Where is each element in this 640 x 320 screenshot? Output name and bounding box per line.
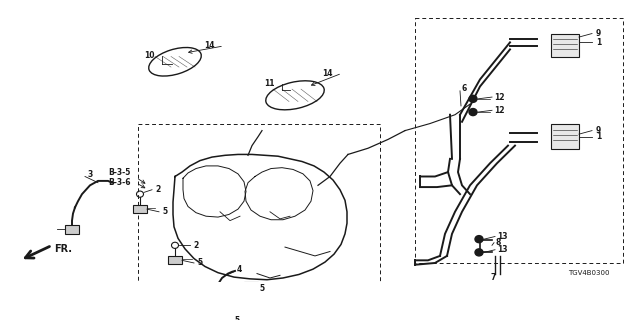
Bar (168, 256, 182, 264)
Text: 14: 14 (204, 41, 214, 50)
Text: 10: 10 (144, 51, 154, 60)
Text: 1: 1 (596, 132, 601, 141)
Text: 2: 2 (155, 185, 160, 194)
Text: 6: 6 (462, 84, 467, 93)
Text: 9: 9 (596, 29, 601, 38)
Text: 14: 14 (322, 69, 333, 78)
Text: 5: 5 (259, 284, 264, 293)
Text: 5: 5 (197, 259, 202, 268)
Bar (138, 124, 380, 320)
Text: 5: 5 (234, 316, 239, 320)
Bar (551, 124, 579, 149)
Bar (415, 18, 623, 263)
Circle shape (475, 236, 483, 243)
Bar (133, 205, 147, 213)
Text: TGV4B0300: TGV4B0300 (568, 270, 610, 276)
Text: 12: 12 (494, 92, 504, 101)
Text: 8: 8 (496, 238, 501, 247)
Bar (205, 313, 219, 320)
Bar (65, 225, 79, 234)
Text: 12: 12 (494, 106, 504, 115)
Text: 13: 13 (497, 232, 508, 241)
Text: 4: 4 (237, 265, 243, 274)
Text: 1: 1 (596, 38, 601, 47)
Text: 5: 5 (162, 207, 167, 216)
Bar (244, 282, 258, 290)
Text: 11: 11 (264, 79, 275, 88)
Circle shape (475, 249, 483, 256)
Circle shape (469, 95, 477, 102)
Text: 3: 3 (88, 170, 93, 179)
Text: FR.: FR. (54, 244, 72, 254)
Text: 7: 7 (490, 274, 496, 283)
Text: 2: 2 (193, 241, 198, 250)
Text: 13: 13 (497, 245, 508, 254)
Text: B-3-6: B-3-6 (108, 178, 131, 187)
Bar (551, 35, 579, 57)
Text: 9: 9 (596, 126, 601, 135)
Text: B-3-5: B-3-5 (108, 168, 131, 177)
Circle shape (469, 108, 477, 116)
